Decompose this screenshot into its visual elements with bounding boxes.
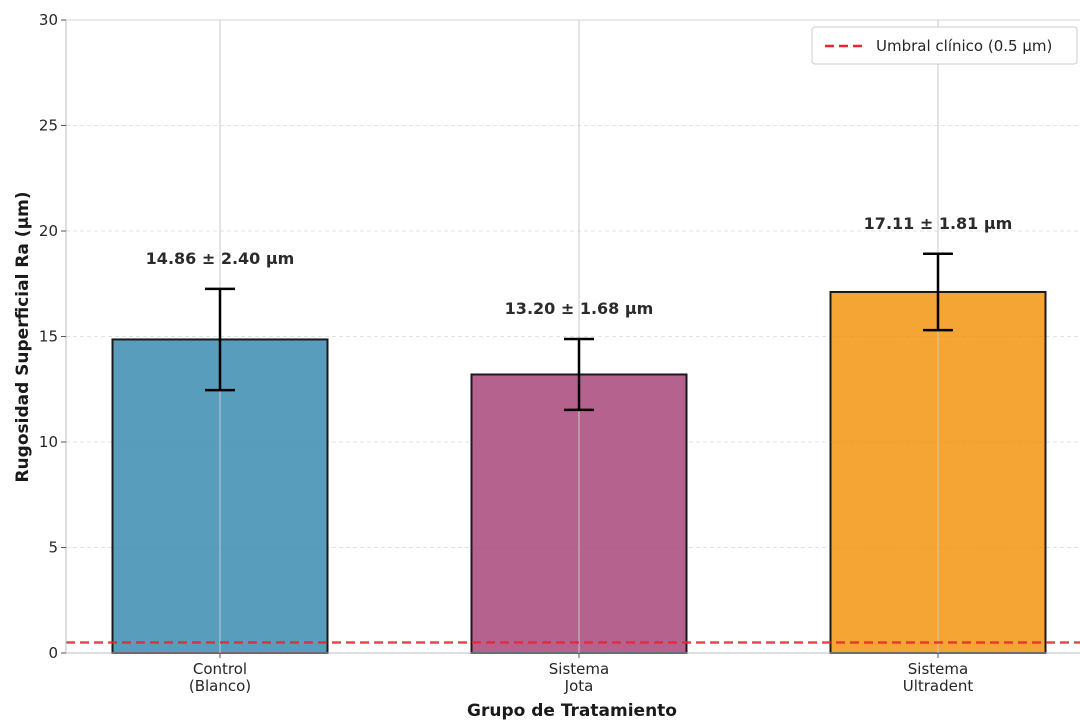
y-tick-label: 20: [39, 222, 58, 240]
y-tick-label: 15: [39, 328, 58, 346]
y-tick-label: 25: [39, 117, 58, 135]
data-label: 13.20 ± 1.68 μm: [505, 299, 654, 318]
x-tick-label: Jota: [564, 677, 594, 695]
y-tick-label: 5: [48, 539, 58, 557]
x-tick-label: Control: [193, 660, 247, 678]
legend-label: Umbral clínico (0.5 μm): [876, 37, 1052, 55]
data-label: 14.86 ± 2.40 μm: [146, 249, 295, 268]
y-tick-label: 10: [39, 433, 58, 451]
axes-layer: 051015202530Control(Blanco)SistemaJotaSi…: [39, 11, 1080, 695]
error-bars-layer: [205, 252, 953, 412]
y-tick-label: 30: [39, 11, 58, 29]
y-tick-label: 0: [48, 644, 58, 662]
data-label: 17.11 ± 1.81 μm: [864, 214, 1013, 233]
x-tick-label: Sistema: [549, 660, 609, 678]
x-axis-title: Grupo de Tratamiento: [467, 701, 677, 720]
legend: Umbral clínico (0.5 μm): [811, 26, 1078, 65]
legend-box: [811, 26, 1078, 65]
y-axis-title: Rugosidad Superficial Ra (μm): [13, 191, 33, 482]
x-tick-label: Sistema: [908, 660, 968, 678]
data-labels-layer: 14.86 ± 2.40 μm 13.20 ± 1.68 μm 17.11 ± 1.…: [146, 214, 1013, 318]
x-tick-label: (Blanco): [189, 677, 251, 695]
x-tick-label: Ultradent: [903, 677, 974, 695]
